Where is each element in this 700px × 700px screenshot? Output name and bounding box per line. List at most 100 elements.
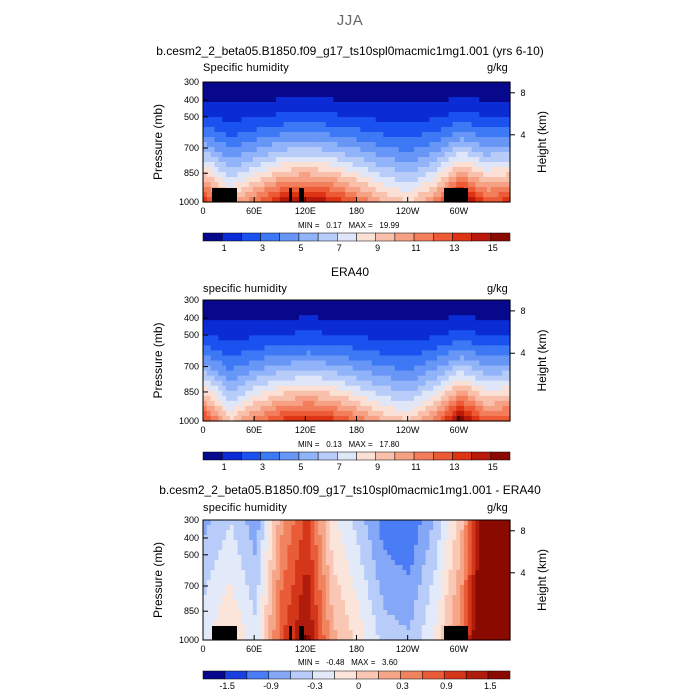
field-cell [226,300,231,306]
field-cell [214,300,219,306]
panel-2-units: g/kg [487,283,508,295]
field-cell [310,335,315,341]
field-cell [348,620,354,626]
field-cell [444,415,450,422]
field-cell [318,330,323,336]
field-cell [444,395,450,402]
field-cell [302,162,308,168]
field-cell [256,107,262,113]
field-cell [333,575,338,581]
field-cell [394,107,400,113]
field-cell [291,410,296,417]
field-cell [272,192,277,198]
field-cell [471,82,477,88]
y-tick-label: 300 [184,295,199,305]
field-cell [414,92,419,98]
field-cell [337,320,342,326]
field-cell [475,350,480,357]
field-cell [498,127,503,133]
field-cell [425,92,431,98]
field-cell [375,177,381,183]
field-cell [368,112,373,118]
field-cell [214,400,219,407]
field-cell [252,330,258,336]
field-cell [302,605,308,611]
field-cell [321,565,327,571]
field-cell [406,97,411,103]
field-cell [417,385,423,392]
field-cell [229,122,235,128]
field-cell [226,92,231,98]
field-cell [252,405,258,412]
field-cell [463,300,469,306]
field-cell [356,370,361,377]
field-cell [241,92,246,98]
field-cell [356,152,361,158]
field-cell [314,172,319,178]
field-cell [379,82,384,88]
field-cell [440,335,446,341]
field-cell [329,192,335,198]
field-cell [295,305,300,311]
field-cell [264,355,269,362]
field-cell [375,112,381,118]
field-cell [229,365,235,372]
field-cell [283,177,289,183]
field-cell [314,530,319,536]
y2-axis-label: Height (km) [535,111,549,173]
field-cell [333,415,338,422]
field-cell [368,310,373,316]
field-cell [460,177,465,183]
field-cell [417,390,423,397]
field-cell [498,147,503,153]
field-cell [241,82,246,88]
field-cell [452,122,457,128]
field-cell [233,385,239,392]
field-cell [460,300,465,306]
field-cell [214,575,219,581]
field-cell [206,325,212,331]
field-cell [406,102,411,108]
field-cell [448,335,454,341]
field-cell [498,395,503,402]
field-cell [321,560,327,566]
field-cell [348,87,354,93]
field-cell [295,555,300,561]
field-cell [375,167,381,173]
field-cell [352,340,358,346]
field-cell [218,375,223,382]
field-cell [421,355,427,362]
field-cell [260,335,265,341]
field-cell [260,605,265,611]
field-cell [226,122,231,128]
field-cell [329,605,335,611]
field-cell [337,560,342,566]
field-cell [264,107,269,113]
field-cell [398,137,404,143]
field-cell [368,132,373,138]
field-cell [425,152,431,158]
field-cell [506,102,511,108]
field-cell [337,102,342,108]
field-cell [226,520,231,526]
field-cell [241,122,246,128]
field-cell [210,92,216,98]
field-cell [218,525,223,531]
field-cell [260,107,265,113]
field-cell [268,340,273,346]
field-cell [475,102,480,108]
field-cell [318,555,323,561]
field-cell [218,310,223,316]
field-cell [210,335,216,341]
field-cell [437,102,442,108]
field-cell [222,605,227,611]
field-cell [325,620,331,626]
field-cell [287,410,292,417]
field-cell [287,570,292,576]
field-cell [310,590,315,596]
field-cell [337,122,342,128]
field-cell [264,520,269,526]
field-cell [486,355,492,362]
field-cell [245,107,250,113]
field-cell [368,375,373,382]
